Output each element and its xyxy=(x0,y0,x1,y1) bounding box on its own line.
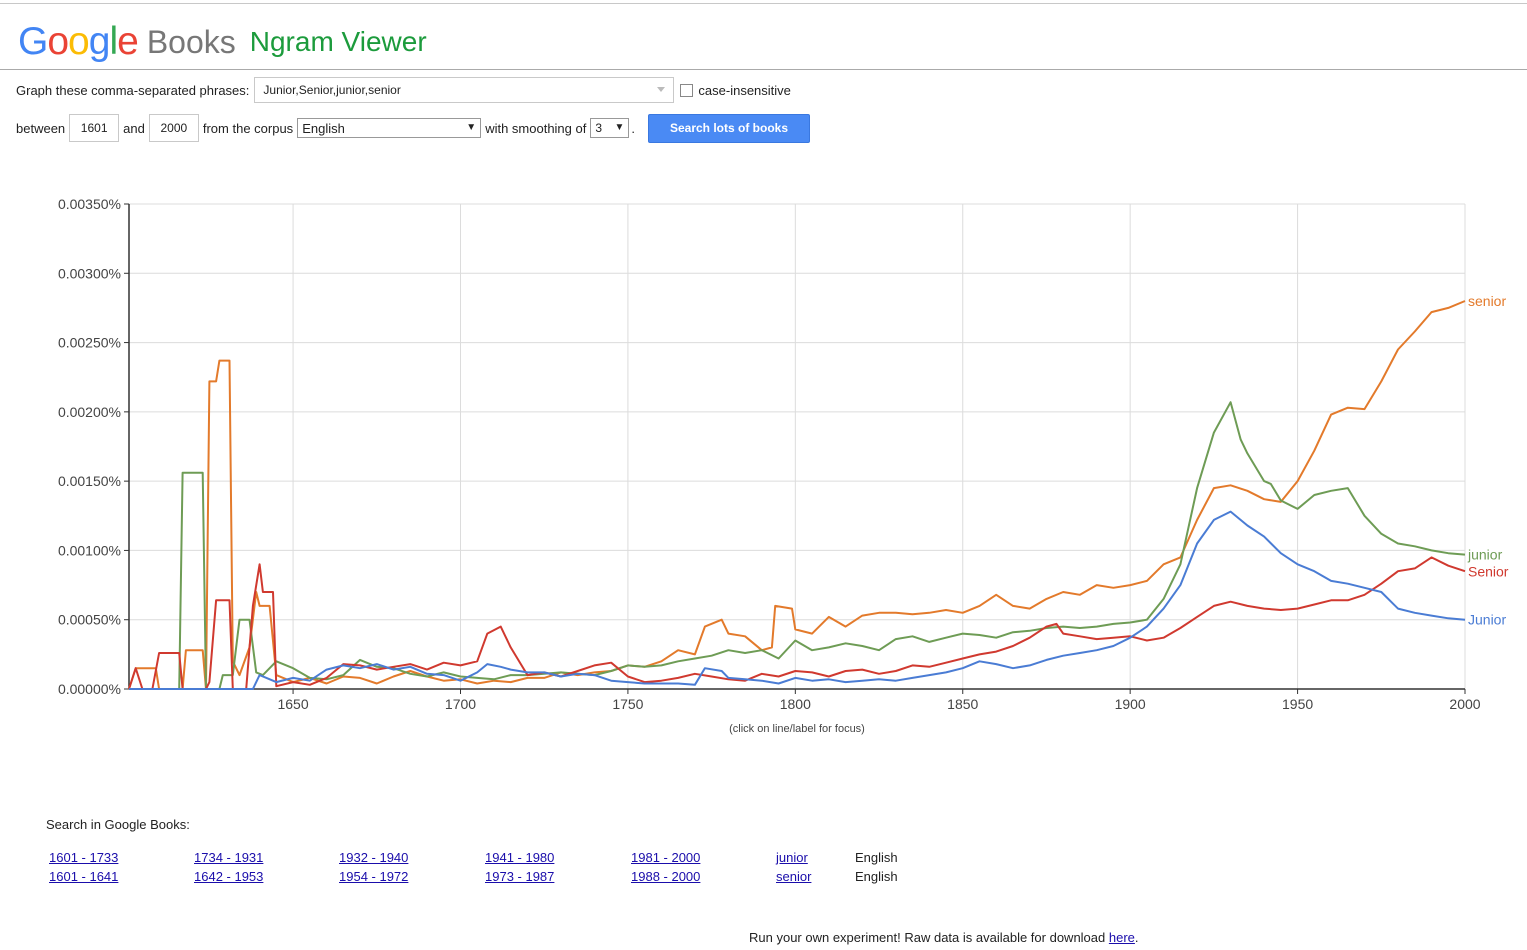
phrases-value: Junior,Senior,junior,senior xyxy=(263,83,401,97)
x-tick-label: 2000 xyxy=(1449,696,1480,712)
y-tick-label: 0.00000% xyxy=(58,681,121,697)
year-end-input[interactable]: 2000 xyxy=(148,114,199,142)
x-tick-label: 1850 xyxy=(947,696,978,712)
x-tick-label: 1700 xyxy=(445,696,476,712)
books-label: Books xyxy=(146,24,236,60)
year-range-link[interactable]: 1941 - 1980 xyxy=(485,850,555,865)
header-divider xyxy=(0,69,1527,70)
case-insensitive-label: case-insensitive xyxy=(698,82,791,98)
y-tick-label: 0.00050% xyxy=(58,612,121,628)
x-tick-label: 1900 xyxy=(1115,696,1146,712)
google-logo[interactable]: Google xyxy=(18,20,139,64)
y-tick-label: 0.00150% xyxy=(58,473,121,489)
corpus-text: English xyxy=(855,869,898,884)
search-button[interactable]: Search lots of books xyxy=(647,113,810,143)
phrase-row: Graph these comma-separated phrases: Jun… xyxy=(16,76,791,104)
logo-letter: o xyxy=(68,20,90,63)
smoothing-value: 3 xyxy=(595,121,603,135)
chart-hint: (click on line/label for focus) xyxy=(729,723,865,735)
x-tick-label: 1650 xyxy=(277,696,308,712)
phrases-dropdown-icon[interactable] xyxy=(657,87,666,92)
logo-letter: l xyxy=(109,20,118,63)
x-tick-label: 1750 xyxy=(612,696,643,712)
top-border xyxy=(0,3,1527,4)
series-label[interactable]: junior xyxy=(1467,547,1503,563)
year-range-link[interactable]: 1973 - 1987 xyxy=(485,869,555,884)
term-link[interactable]: junior xyxy=(776,850,808,865)
series-line-senior-cap[interactable] xyxy=(128,556,1466,690)
corpus-value: English xyxy=(302,120,345,136)
period: . xyxy=(631,120,635,136)
corpus-label: from the corpus xyxy=(202,120,294,136)
logo-letter: g xyxy=(88,20,111,63)
series-line-junior[interactable] xyxy=(129,401,1466,690)
year-range-link[interactable]: 1601 - 1733 xyxy=(49,850,119,865)
footer: Run your own experiment! Raw data is ava… xyxy=(749,930,1139,945)
series-label[interactable]: senior xyxy=(1468,293,1506,309)
year-range-link[interactable]: 1734 - 1931 xyxy=(194,850,264,865)
corpus-text: English xyxy=(855,850,898,865)
header: Google Books Ngram Viewer xyxy=(18,18,427,64)
series-label[interactable]: Junior xyxy=(1468,612,1506,628)
footer-text: Run your own experiment! Raw data is ava… xyxy=(749,930,1109,945)
series-label[interactable]: Senior xyxy=(1468,564,1509,580)
phrases-input[interactable]: Junior,Senior,junior,senior xyxy=(254,77,675,103)
y-tick-label: 0.00250% xyxy=(58,335,121,351)
chevron-down-icon: ▼ xyxy=(614,122,625,133)
y-tick-label: 0.00300% xyxy=(58,265,121,281)
ngram-chart: 0.00000% 0.00050% 0.00100% 0.00150% 0.00200%… xyxy=(0,185,1527,745)
search-in-books-label: Search in Google Books: xyxy=(46,817,190,832)
year-range-link[interactable]: 1642 - 1953 xyxy=(194,869,264,884)
y-tick-label: 0.00100% xyxy=(58,542,121,558)
x-tick-label: 1950 xyxy=(1282,696,1313,712)
x-tick-label: 1800 xyxy=(780,696,811,712)
download-link[interactable]: here xyxy=(1108,930,1135,945)
footer-period: . xyxy=(1134,930,1139,945)
options-row: between 1601 and 2000 from the corpus En… xyxy=(16,113,810,143)
series-line-junior-cap[interactable] xyxy=(129,510,1466,690)
case-insensitive-checkbox[interactable] xyxy=(680,83,694,97)
and-label: and xyxy=(123,120,145,136)
page-title: Ngram Viewer xyxy=(249,26,427,57)
smoothing-select[interactable]: 3 ▼ xyxy=(590,118,630,138)
year-start-input[interactable]: 1601 xyxy=(69,114,120,142)
logo-letter: G xyxy=(18,20,48,63)
year-range-link[interactable]: 1601 - 1641 xyxy=(49,869,119,884)
term-link[interactable]: senior xyxy=(776,869,812,884)
year-range-link[interactable]: 1988 - 2000 xyxy=(631,869,701,884)
chevron-down-icon: ▼ xyxy=(466,122,477,133)
year-range-link[interactable]: 1932 - 1940 xyxy=(339,850,409,865)
y-tick-label: 0.00200% xyxy=(58,404,121,420)
between-label: between xyxy=(16,120,66,136)
year-range-link[interactable]: 1981 - 2000 xyxy=(631,850,701,865)
smoothing-label: with smoothing of xyxy=(485,120,587,136)
y-tick-label: 0.00350% xyxy=(58,196,121,212)
phrases-label: Graph these comma-separated phrases: xyxy=(16,82,250,98)
year-range-link[interactable]: 1954 - 1972 xyxy=(339,869,409,884)
logo-letter: e xyxy=(117,20,139,63)
series-line-senior[interactable] xyxy=(128,300,1466,690)
logo-letter: o xyxy=(47,20,69,63)
corpus-select[interactable]: English ▼ xyxy=(297,118,482,138)
chart-svg: 0.00000% 0.00050% 0.00100% 0.00150% 0.00200%… xyxy=(58,196,1509,735)
